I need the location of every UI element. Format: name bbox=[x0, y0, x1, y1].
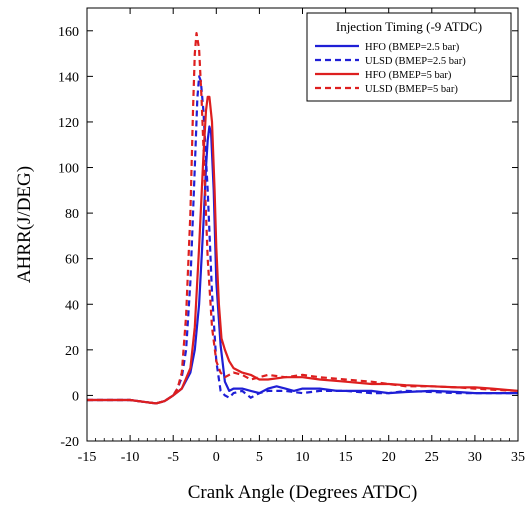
x-tick-label: -5 bbox=[167, 450, 179, 465]
x-tick-label: 35 bbox=[511, 450, 525, 465]
y-tick-label: 80 bbox=[65, 207, 79, 222]
x-tick-label: -15 bbox=[78, 450, 97, 465]
y-axis-title: AHRR(J/DEG) bbox=[14, 166, 35, 283]
x-tick-label: 5 bbox=[256, 450, 263, 465]
legend-label-3: HFO (BMEP=5 bar) bbox=[365, 70, 452, 81]
y-tick-label: 40 bbox=[65, 298, 79, 313]
x-axis-title: Crank Angle (Degrees ATDC) bbox=[188, 482, 418, 503]
x-tick-label: 20 bbox=[382, 450, 396, 465]
x-tick-label: 10 bbox=[296, 450, 310, 465]
legend-title: Injection Timing (-9 ATDC) bbox=[336, 19, 482, 34]
series-line-1 bbox=[87, 125, 518, 405]
y-tick-label: 140 bbox=[58, 70, 79, 85]
series-line-2 bbox=[87, 75, 518, 405]
legend-label-1: HFO (BMEP=2.5 bar) bbox=[365, 42, 460, 53]
legend-items: HFO (BMEP=2.5 bar) ULSD (BMEP=2.5 bar) HFO… bbox=[315, 42, 466, 95]
y-tick-label: -20 bbox=[60, 435, 79, 450]
x-tick-label: 0 bbox=[213, 450, 220, 465]
series-layer bbox=[87, 32, 518, 405]
y-tick-label: 0 bbox=[72, 389, 79, 404]
ticks-layer: -15 -10 -5 0 5 10 15 20 25 30 35 -20 0 20 40 60 80 100 120… bbox=[58, 8, 525, 465]
series-line-3 bbox=[87, 95, 518, 405]
y-tick-label: 60 bbox=[65, 253, 79, 268]
y-tick-label: 20 bbox=[65, 344, 79, 359]
y-tick-label: 120 bbox=[58, 116, 79, 131]
x-tick-label: -10 bbox=[121, 450, 140, 465]
x-tick-label: 30 bbox=[468, 450, 482, 465]
series-line-4 bbox=[87, 32, 518, 405]
x-tick-label: 15 bbox=[339, 450, 353, 465]
legend-label-4: ULSD (BMEP=5 bar) bbox=[365, 84, 458, 95]
y-tick-label: 100 bbox=[58, 162, 79, 177]
legend: Injection Timing (-9 ATDC) HFO (BMEP=2.5… bbox=[306, 12, 512, 102]
legend-box bbox=[306, 12, 512, 102]
x-tick-label: 25 bbox=[425, 450, 439, 465]
legend-label-2: ULSD (BMEP=2.5 bar) bbox=[365, 56, 466, 67]
y-tick-label: 160 bbox=[58, 25, 79, 40]
